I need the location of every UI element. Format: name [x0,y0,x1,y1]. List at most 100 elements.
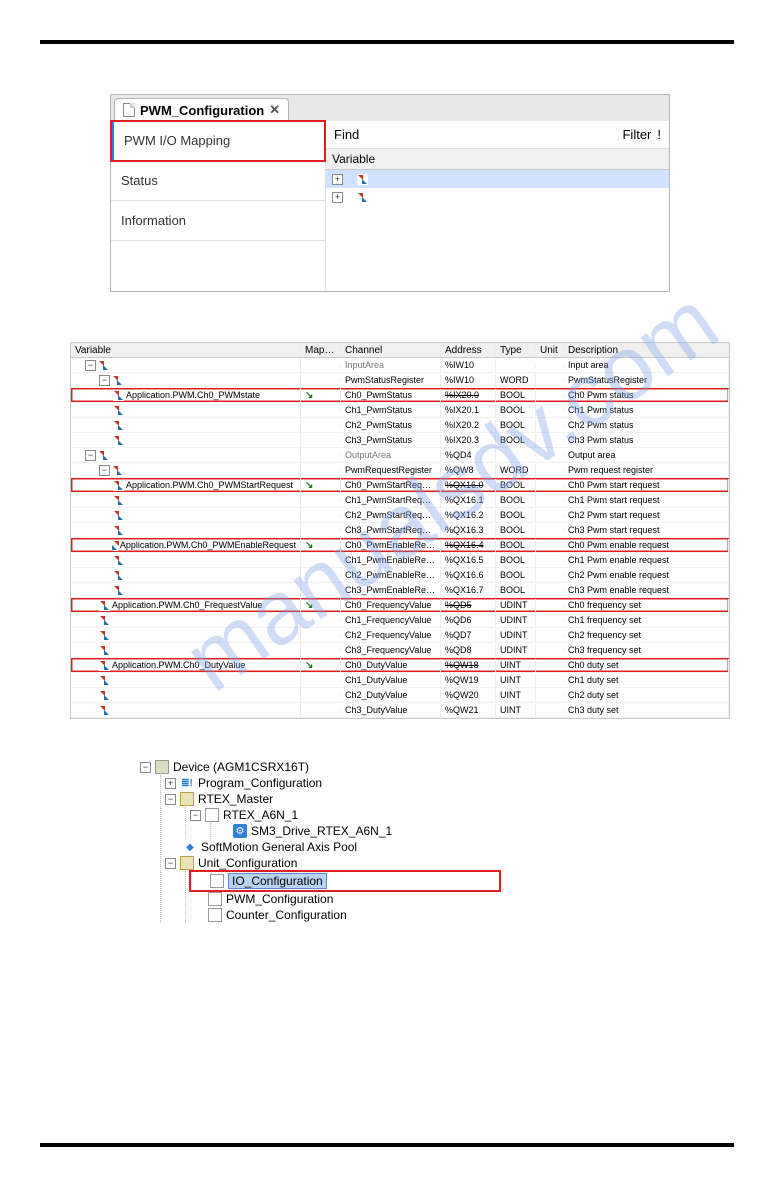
variable-icon [99,675,110,686]
collapse-icon[interactable]: − [165,794,176,805]
side-nav: PWM I/O Mapping Status Information [111,121,326,291]
sidenav-item-status[interactable]: Status [111,161,325,201]
variable-icon [113,570,124,581]
tree-node-softmotion-pool[interactable]: ◆ SoftMotion General Axis Pool [165,839,500,855]
mapping-row[interactable]: Application.PWM.Ch0_PWMStartRequest↘Ch0_… [71,478,729,493]
variable-column-header: Variable [326,149,669,170]
mapping-row[interactable]: − OutputArea%QD4Output area [71,448,729,463]
variable-icon [113,525,124,536]
variable-icon [113,405,124,416]
variable-icon [113,555,124,566]
expander-icon[interactable]: − [85,360,96,371]
mapping-arrow-icon: ↘ [305,540,313,551]
mapping-row[interactable]: Application.PWM.Ch0_FrequestValue↘Ch0_Fr… [71,598,729,613]
tree-node-unit-config[interactable]: − Unit_Configuration [165,855,500,871]
mapping-arrow-icon: ↘ [305,660,313,671]
mapping-row[interactable]: Ch1_DutyValue%QW19UINTCh1 duty set [71,673,729,688]
variable-icon [99,660,110,671]
expand-icon[interactable]: + [165,778,176,789]
mapping-row[interactable]: − InputArea%IW10Input area [71,358,729,373]
variable-icon [113,480,124,491]
tree-node-pwm-config[interactable]: PWM_Configuration [190,891,500,907]
expander-icon[interactable]: − [85,450,96,461]
mapping-row[interactable]: Ch1_FrequencyValue%QD6UDINTCh1 frequency… [71,613,729,628]
mapping-row[interactable]: − PwmStatusRegister%IW10WORDPwmStatusReg… [71,373,729,388]
device-tree: − Device (AGM1CSRX16T) + ≣! Program_Conf… [140,759,500,923]
mapping-row[interactable]: Ch3_PwmStartRequest%QX16.3BOOLCh3 Pwm st… [71,523,729,538]
tree-node-sm3-drive[interactable]: ⚙ SM3_Drive_RTEX_A6N_1 [215,823,500,839]
variable-row[interactable]: + [326,170,669,188]
variable-icon [99,630,110,641]
collapse-icon[interactable]: − [165,858,176,869]
tree-node-rtex-master[interactable]: − RTEX_Master [165,791,500,807]
config-icon [210,874,224,888]
expander-icon[interactable]: + [332,174,343,185]
variable-icon [98,450,109,461]
mapping-arrow-icon: ↘ [305,600,313,611]
variable-icon [113,420,124,431]
sidenav-item-information[interactable]: Information [111,201,325,241]
tab-bar: PWM_Configuration ✕ [111,95,669,121]
variable-icon [113,510,124,521]
sidenav-item-io-mapping[interactable]: PWM I/O Mapping [111,121,325,161]
device-icon [205,808,219,822]
mapping-row[interactable]: Application.PWM.Ch0_PWMEnableRequest↘Ch0… [71,538,729,553]
device-icon [155,760,169,774]
top-rule [40,40,734,44]
mapping-row[interactable]: Ch2_PwmStartRequest%QX16.2BOOLCh2 Pwm st… [71,508,729,523]
drive-icon: ⚙ [233,824,247,838]
mapping-row[interactable]: Ch2_DutyValue%QW20UINTCh2 duty set [71,688,729,703]
variable-icon [113,540,118,551]
expander-icon[interactable]: − [99,465,110,476]
collapse-icon[interactable]: − [140,762,151,773]
variable-icon [99,600,110,611]
mapping-row[interactable]: Ch2_PwmEnableRequest%QX16.6BOOLCh2 Pwm e… [71,568,729,583]
mapping-row[interactable]: Ch2_FrequencyValue%QD7UDINTCh2 frequency… [71,628,729,643]
pool-icon: ◆ [183,840,197,854]
mapping-row[interactable]: Ch1_PwmEnableRequest%QX16.5BOOLCh1 Pwm e… [71,553,729,568]
tree-node-io-config[interactable]: IO_Configuration [190,871,500,891]
mapping-row[interactable]: Application.PWM.Ch0_DutyValue↘Ch0_DutyVa… [71,658,729,673]
config-icon [208,892,222,906]
tab-label: PWM_Configuration [140,103,264,118]
variable-icon [99,705,110,716]
collapse-icon[interactable]: − [190,810,201,821]
variable-icon [112,465,123,476]
variable-icon [113,585,124,596]
variable-icon [112,375,123,386]
tab-pwm-configuration[interactable]: PWM_Configuration ✕ [114,98,289,121]
variable-icon [99,690,110,701]
mapping-row[interactable]: Ch3_DutyValue%QW21UINTCh3 duty set [71,703,729,718]
variable-icon [99,645,110,656]
config-panel: PWM_Configuration ✕ PWM I/O Mapping Stat… [110,94,670,292]
mapping-row[interactable]: Application.PWM.Ch0_PWMstate↘Ch0_PwmStat… [71,388,729,403]
mapping-arrow-icon: ↘ [305,390,313,401]
mapping-row[interactable]: Ch3_PwmEnableRequest%QX16.7BOOLCh3 Pwm e… [71,583,729,598]
expander-icon[interactable]: − [99,375,110,386]
tree-node-device[interactable]: − Device (AGM1CSRX16T) [140,759,500,775]
variable-icon [357,174,368,185]
variable-icon [99,615,110,626]
expander-icon[interactable]: + [332,192,343,203]
variable-icon [113,435,124,446]
mapping-row[interactable]: − PwmRequestRegister%QW8WORDPwm request … [71,463,729,478]
tab-close-icon[interactable]: ✕ [269,102,280,118]
folder-icon [180,792,194,806]
mapping-row[interactable]: Ch3_FrequencyValue%QD8UDINTCh3 frequency… [71,643,729,658]
mapping-row[interactable]: Ch1_PwmStatus%IX20.1BOOLCh1 Pwm status [71,403,729,418]
tree-node-rtex-a6n[interactable]: − RTEX_A6N_1 [190,807,500,823]
tab-file-icon [123,103,135,117]
config-icon [208,908,222,922]
mapping-row[interactable]: Ch3_PwmStatus%IX20.3BOOLCh3 Pwm status [71,433,729,448]
tree-node-program-config[interactable]: + ≣! Program_Configuration [165,775,500,791]
program-icon: ≣! [180,776,194,790]
variable-icon [113,390,124,401]
tree-node-counter-config[interactable]: Counter_Configuration [190,907,500,923]
find-label: Find [334,127,359,142]
variable-icon [357,192,368,203]
mapping-row[interactable]: Ch1_PwmStartRequest%QX16.1BOOLCh1 Pwm st… [71,493,729,508]
mapping-arrow-icon: ↘ [305,480,313,491]
variable-row[interactable]: + [326,188,669,206]
folder-icon [180,856,194,870]
mapping-row[interactable]: Ch2_PwmStatus%IX20.2BOOLCh2 Pwm status [71,418,729,433]
